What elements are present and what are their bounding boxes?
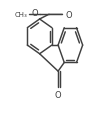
Text: O: O — [31, 9, 38, 17]
Text: O: O — [55, 90, 61, 99]
Text: O: O — [65, 11, 72, 20]
Text: CH₃: CH₃ — [15, 12, 28, 18]
